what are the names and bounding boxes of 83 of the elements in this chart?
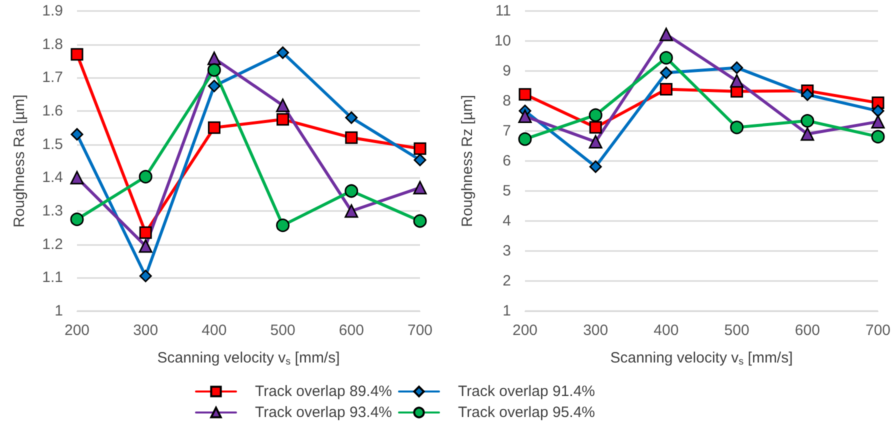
y-axis-title: Roughness Rz [µm]: [459, 94, 476, 228]
y-tick-label: 10: [494, 32, 511, 50]
point: [276, 98, 290, 112]
point: [730, 74, 744, 88]
point: [139, 270, 152, 282]
x-tick-label: 200: [64, 322, 90, 339]
point: [518, 132, 532, 146]
y-tick-label: 1.5: [42, 136, 63, 153]
y-tick-label: 6: [502, 152, 511, 170]
y-tick-label: 1.3: [42, 202, 63, 220]
point: [345, 131, 358, 144]
y-tick-label: 1: [502, 302, 511, 320]
y-tick-label: 1.8: [42, 36, 63, 53]
point: [800, 114, 814, 128]
point: [139, 226, 152, 239]
x-tick-label: 500: [724, 322, 750, 339]
x-tick-label: 400: [654, 322, 679, 339]
point: [207, 52, 221, 66]
legend-label: Track overlap 89.4%: [255, 383, 392, 400]
point: [276, 218, 290, 232]
y-tick-label: 11: [495, 2, 511, 20]
point: [871, 130, 885, 144]
point: [345, 111, 358, 124]
y-tick-label: 2: [502, 272, 511, 290]
x-tick-label: 200: [512, 322, 538, 339]
point: [276, 46, 290, 59]
point: [344, 204, 358, 218]
legend-label: Track overlap 91.4%: [458, 383, 596, 400]
x-tick-label: 400: [202, 322, 227, 339]
point: [138, 170, 152, 184]
y-tick-label: 1.6: [42, 102, 63, 120]
point: [588, 135, 602, 149]
x-tick-label: 600: [338, 322, 364, 339]
point: [413, 214, 427, 228]
y-tick-label: 5: [502, 182, 511, 200]
point: [208, 80, 220, 92]
legend-label: Track overlap 93.4%: [255, 404, 392, 421]
y-tick-label: 1.1: [42, 269, 63, 286]
y-tick-label: 1.7: [42, 69, 63, 86]
point: [730, 61, 744, 74]
point: [413, 180, 427, 194]
y-tick-label: 9: [502, 62, 511, 80]
point: [70, 48, 84, 61]
point: [660, 83, 672, 96]
point: [70, 170, 84, 184]
x-tick-label: 300: [133, 322, 158, 339]
point: [344, 184, 358, 198]
point: [518, 88, 532, 101]
x-tick-label: 700: [407, 322, 433, 339]
y-tick-label: 4: [502, 212, 511, 230]
point: [871, 114, 885, 128]
point: [70, 128, 84, 141]
point: [659, 28, 673, 42]
point: [730, 120, 744, 134]
x-tick-label: 500: [270, 322, 296, 339]
point: [518, 110, 532, 124]
point: [800, 127, 814, 141]
point: [588, 108, 602, 122]
point: [207, 63, 221, 77]
point: [208, 121, 220, 134]
point: [801, 88, 814, 101]
point: [660, 66, 672, 80]
y-tick-label: 3: [502, 242, 511, 260]
point: [414, 154, 426, 166]
x-tick-label: 600: [794, 322, 820, 339]
y-tick-label: 1: [54, 302, 63, 320]
point: [276, 113, 290, 126]
y-tick-label: 1.9: [42, 2, 63, 20]
point: [138, 239, 152, 253]
point: [659, 51, 673, 65]
y-tick-label: 8: [502, 92, 511, 110]
point: [414, 142, 426, 155]
point: [70, 212, 84, 226]
x-tick-label: 300: [583, 322, 608, 339]
y-tick-label: 1.4: [42, 169, 63, 186]
y-axis-title: Roughness Ra [µm]: [11, 94, 28, 228]
point: [589, 160, 602, 173]
x-tick-label: 700: [865, 322, 891, 339]
legend-label: Track overlap 95.4%: [458, 404, 596, 421]
point: [589, 121, 602, 134]
point: [872, 104, 884, 118]
y-tick-label: 7: [502, 122, 511, 140]
y-tick-label: 1.2: [42, 236, 63, 253]
